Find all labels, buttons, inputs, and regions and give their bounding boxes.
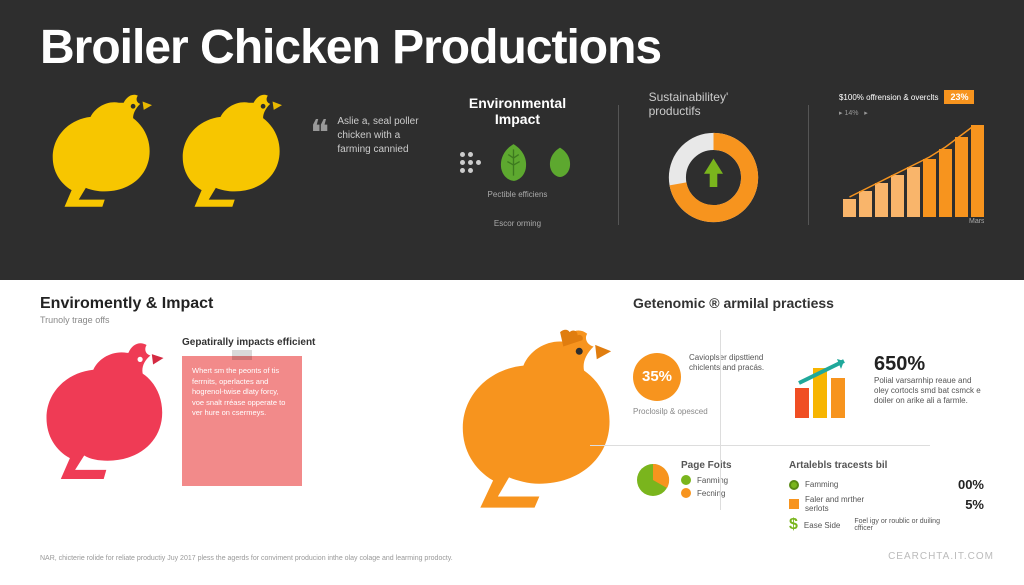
footer-text: NAR, chicterie rolide for reliate produc… <box>40 555 453 562</box>
quote-text: Aslie a, seal poller chicken with a farm… <box>337 115 427 157</box>
square-icon <box>789 499 799 509</box>
note-card: Whert sm the peonts of tis ferrnits, ope… <box>182 356 302 486</box>
top-row: ❝ Aslie a, seal poller chicken with a fa… <box>40 85 984 270</box>
quote-block: ❝ Aslie a, seal poller chicken with a fa… <box>310 115 427 157</box>
sust-title: Sustainabilitey' productifs <box>649 90 778 118</box>
env-sublabel: Escor orming <box>447 219 587 228</box>
bar-header-text: $100% offrension & overclts <box>839 93 938 102</box>
left-sub: Trunoly trage offs <box>40 315 443 325</box>
top-panel: Broiler Chicken Productions ❝ Aslie a, s… <box>0 0 1024 280</box>
stat-35-cell: 35% Cavioplser dipsttiend chiclents and … <box>633 353 774 451</box>
chicken-icon <box>170 85 290 215</box>
legend-cell: Page Foits Fanming Fecning <box>633 460 774 565</box>
leaf-icon <box>496 142 531 182</box>
divider <box>590 445 930 446</box>
sustainability-section: Sustainabilitey' productifs <box>649 90 778 225</box>
stat-text: Cavioplser dipsttiend chiclents and prac… <box>689 353 774 374</box>
stat-bubble: 35% <box>633 353 681 401</box>
left-title: Enviromently & Impact <box>40 295 443 313</box>
divider <box>808 105 809 225</box>
main-title: Broiler Chicken Productions <box>40 20 984 75</box>
chicken-icon <box>40 85 160 215</box>
growth-cell: 650% Polial varsarnhip reaue and oley co… <box>789 353 984 451</box>
divider <box>720 330 721 510</box>
chicken-icon <box>40 337 170 487</box>
left-column: Enviromently & Impact Trunoly trage offs… <box>40 295 443 565</box>
pie-icon <box>633 460 673 500</box>
bar-chart: Mars <box>839 125 984 225</box>
right-column: Getenomic ® armilal practiess 35% Caviop… <box>633 295 984 565</box>
trace-row: Famming 00% <box>789 477 984 492</box>
note-title: Gepatirally impacts efficient <box>182 337 315 348</box>
trace-row: $ Ease Side Foel igy or roublic or duili… <box>789 516 984 534</box>
bar-x-label: Mars <box>969 218 984 225</box>
bottom-panel: Enviromently & Impact Trunoly trage offs… <box>0 280 1024 570</box>
growth-text: Polial varsarnhip reaue and oley cortocl… <box>874 376 984 407</box>
env-section: Environmental Impact Pectible efficiens … <box>447 95 587 228</box>
watermark: CEARCHTA.IT.COM <box>888 551 994 562</box>
donut-chart <box>666 130 761 225</box>
dot-icon <box>681 475 691 485</box>
stat-label: Proclosilp & opesced <box>633 407 774 416</box>
growth-number: 650% <box>874 353 984 376</box>
chicken-icon <box>458 320 618 515</box>
bar-chart-section: $100% offrension & overclts 23% ▸ 14% ▸ … <box>839 90 984 230</box>
leaf-icon <box>546 146 574 178</box>
quote-icon: ❝ <box>310 115 329 151</box>
dots-icon <box>460 152 481 173</box>
trace-title: Artalebls tracests bil <box>789 460 984 471</box>
trace-row: Faler and mrther serlots 5% <box>789 495 984 513</box>
bar-meta: ▸ 14% ▸ <box>839 109 984 117</box>
trace-cell: Artalebls tracests bil Famming 00% Faler… <box>789 460 984 565</box>
dot-icon <box>789 480 799 490</box>
legend-item: Fanming <box>681 475 774 485</box>
growth-chart <box>789 353 864 423</box>
env-label: Pectible efficiens <box>447 190 587 199</box>
chicken-pair <box>40 85 290 215</box>
divider <box>618 105 619 225</box>
dot-icon <box>681 488 691 498</box>
env-title: Environmental Impact <box>447 95 587 127</box>
legend-item: Fecning <box>681 488 774 498</box>
bar-badge: 23% <box>944 90 974 104</box>
dollar-icon: $ <box>789 516 798 534</box>
right-title: Getenomic ® armilal practiess <box>633 295 984 339</box>
